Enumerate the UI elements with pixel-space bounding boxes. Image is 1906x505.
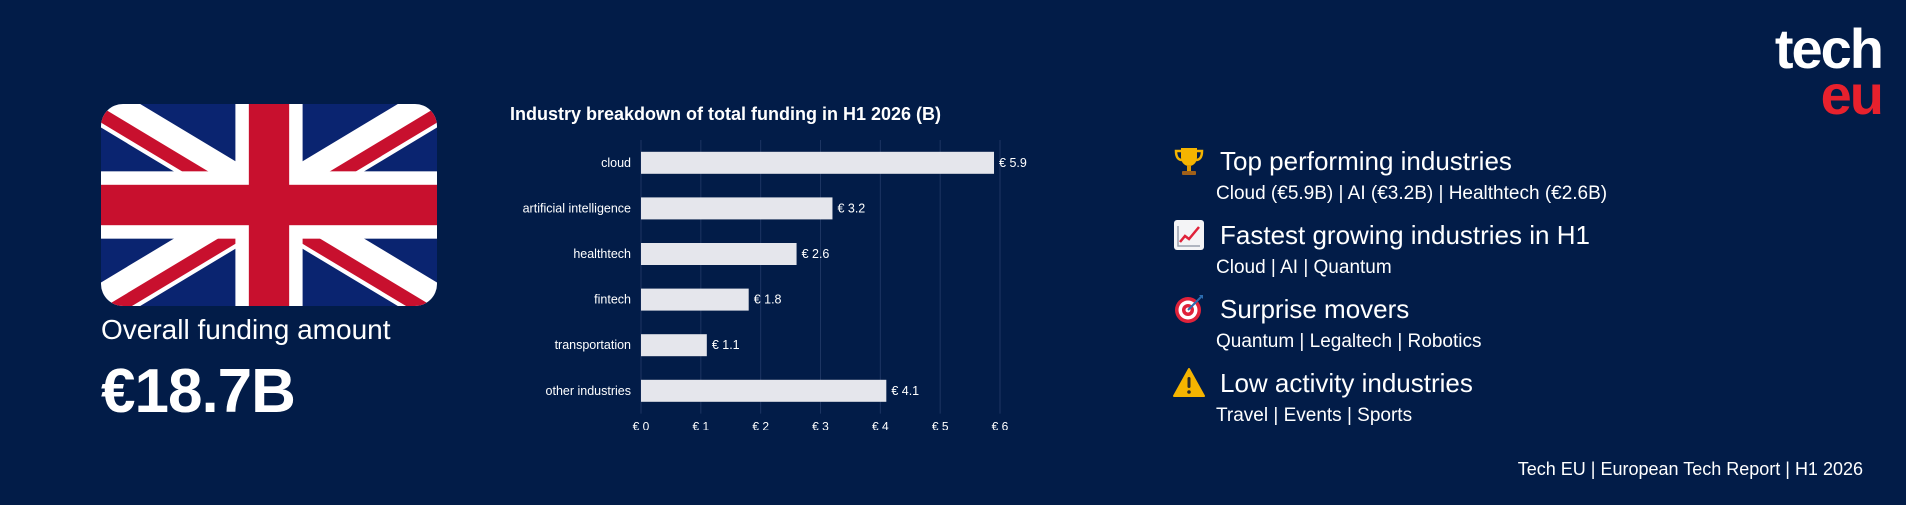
bar-value-label: € 5.9 [999,156,1027,170]
bar-value-label: € 2.6 [802,247,830,261]
industry-highlight-title: Low activity industries [1220,367,1473,398]
industry-highlight-detail: Cloud (€5.9B) | AI (€3.2B) | Healthtech … [1216,183,1608,204]
category-label: fintech [594,293,631,307]
footer-text: Tech EU | European Tech Report | H1 2026 [1517,459,1863,479]
industry-highlight-title: Top performing industries [1220,145,1512,176]
logo-text-eu: eu [1820,62,1884,126]
bar-cloud [641,151,995,174]
overall-funding-label: Overall funding amount [101,314,391,345]
industry-highlight-top: Top performing industries Cloud (€5.9B) … [1172,143,1732,205]
industry-highlights: Top performing industries Cloud (€5.9B) … [1172,143,1732,439]
bar-value-label: € 1.8 [754,293,782,307]
x-tick-label: € 2 [752,420,769,430]
category-label: healthtech [573,247,631,261]
category-label: artificial intelligence [523,201,631,215]
x-tick-label: € 0 [633,420,650,430]
industry-highlight-detail: Quantum | Legaltech | Robotics [1216,331,1482,352]
bar-artificial-intelligence [641,197,833,220]
category-label: cloud [601,156,631,170]
category-label: other industries [546,384,631,398]
logo-text-tech: tech [1774,17,1884,80]
chart-title: Industry breakdown of total funding in H… [510,104,942,124]
chart-increasing-icon [1172,218,1206,252]
x-tick-label: € 3 [812,420,829,430]
bar-transportation [641,334,707,357]
target-icon [1172,292,1206,326]
industry-highlight-detail: Travel | Events | Sports [1216,405,1413,426]
uk-flag-icon [101,104,437,306]
industry-highlight-low: Low activity industries Travel | Events … [1172,365,1732,427]
overall-funding-value: €18.7B [101,357,296,426]
x-tick-label: € 1 [692,420,709,430]
bar-value-label: € 4.1 [891,384,919,398]
warning-icon [1172,366,1206,400]
bar-other-industries [641,379,887,402]
bar-healthtech [641,243,797,265]
industry-bar-chart: € 0 € 1 € 2 € 3 € 4 € 5 € 6 cloud € 5.9 artificia… [523,140,1027,430]
category-label: transportation [555,338,631,352]
trophy-icon [1172,144,1206,178]
industry-highlight-fastest: Fastest growing industries in H1 Cloud |… [1172,217,1732,279]
industry-highlight-title: Fastest growing industries in H1 [1220,219,1590,250]
bar-value-label: € 1.1 [712,338,740,352]
uk-flag-image [101,104,437,306]
industry-highlight-surprise: Surprise movers Quantum | Legaltech | Ro… [1172,291,1732,353]
x-tick-label: € 5 [932,420,949,430]
x-tick-label: € 4 [872,420,889,430]
bar-fintech [641,288,749,311]
tech-eu-logo: tech eu [1762,17,1884,126]
bar-value-label: € 3.2 [837,201,865,215]
x-tick-label: € 6 [992,420,1009,430]
industry-highlight-title: Surprise movers [1220,293,1410,324]
industry-highlight-detail: Cloud | AI | Quantum [1216,257,1392,278]
